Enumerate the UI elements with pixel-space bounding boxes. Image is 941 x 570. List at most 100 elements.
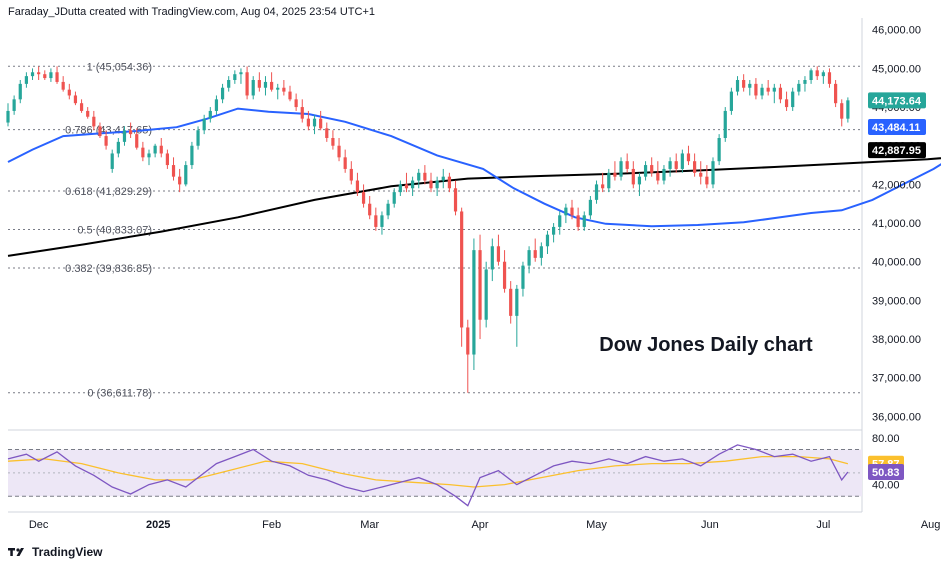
candle-body [208, 110, 212, 119]
candle-52 [325, 122, 329, 142]
price-badge-0: 44,173.64 [868, 92, 926, 109]
candle-118 [729, 87, 733, 115]
candle-body [263, 81, 268, 88]
candle-body [502, 261, 507, 289]
candle-body [122, 130, 127, 142]
candle-body [840, 103, 844, 119]
candle-body [711, 161, 715, 185]
candle-body [178, 176, 182, 185]
candle-16 [104, 130, 108, 150]
candle-body [312, 118, 317, 127]
candle-body [509, 288, 513, 316]
candle-body [846, 100, 850, 119]
candle-body [184, 165, 188, 185]
candle-body [815, 70, 819, 77]
candle-body [214, 99, 219, 111]
price-badge-1-text: 43,484.11 [872, 122, 920, 134]
candle-body [171, 165, 176, 177]
price-badge-2-bg [868, 142, 926, 159]
candle-0 [6, 103, 10, 127]
candle-body [680, 153, 684, 169]
candle-body [361, 192, 366, 204]
candle-20 [129, 122, 133, 138]
candle-13 [86, 107, 90, 119]
candle-93 [576, 207, 580, 231]
candle-78 [484, 261, 488, 328]
candle-22 [141, 141, 145, 162]
candle-75 [466, 319, 470, 393]
candle-107 [662, 165, 666, 185]
candle-97 [601, 172, 605, 193]
candle-body [411, 180, 415, 189]
candle-71 [441, 168, 445, 189]
candle-127 [784, 91, 789, 111]
candle-56 [349, 161, 353, 185]
rsi-panel: 80.00 40.00 [7, 433, 900, 507]
tradingview-logo-icon [8, 548, 24, 556]
candle-body [190, 145, 194, 166]
candle-body [515, 288, 519, 316]
candle-67 [417, 168, 421, 189]
candle-6 [43, 70, 47, 80]
candle-body [239, 72, 243, 75]
candle-64 [398, 180, 402, 196]
candle-body [429, 180, 433, 189]
candle-134 [827, 68, 832, 88]
candle-24 [153, 143, 157, 158]
price-badge-0-text: 44,173.64 [872, 95, 922, 107]
candle-96 [594, 180, 599, 204]
candle-10 [67, 83, 71, 100]
candle-body [791, 91, 795, 108]
candle-body [30, 72, 35, 77]
candle-89 [552, 223, 556, 243]
candle-body [6, 110, 10, 123]
candle-117 [723, 107, 727, 142]
candle-body [441, 176, 445, 181]
candle-119 [735, 76, 740, 96]
candle-41 [257, 72, 261, 92]
candle-105 [650, 157, 654, 177]
candle-body [300, 107, 304, 119]
moving-averages [7, 107, 941, 257]
candle-18 [116, 138, 120, 158]
candle-body [821, 72, 825, 77]
candle-body [466, 327, 470, 355]
candle-body [380, 215, 384, 227]
candle-body [337, 145, 341, 158]
candle-37 [233, 70, 237, 84]
candle-7 [49, 68, 53, 82]
candle-8 [55, 66, 59, 84]
ma-fast-line [7, 107, 941, 228]
candle-126 [778, 83, 783, 104]
candle-body [159, 145, 163, 154]
candle-body [778, 87, 783, 100]
candle-43 [270, 72, 274, 92]
candle-55 [343, 149, 347, 173]
candle-body [404, 184, 409, 189]
candle-body [447, 176, 451, 189]
price-axis[interactable]: 46,000.0045,000.0044,000.0043,000.0042,0… [872, 25, 921, 424]
candle-body [601, 184, 605, 189]
time-axis[interactable]: Dec 2025 Feb Mar Apr May Jun Jul Aug [29, 519, 941, 531]
candle-46 [288, 85, 292, 102]
time-label-7: Jul [816, 519, 830, 531]
candle-110 [680, 149, 684, 173]
candle-body [245, 72, 249, 96]
candle-122 [754, 78, 758, 100]
candle-body [478, 250, 482, 320]
candle-body [104, 136, 108, 146]
candle-49 [306, 110, 310, 131]
time-label-5: May [586, 519, 607, 531]
candle-69 [429, 172, 433, 193]
candle-body [349, 168, 353, 181]
price-tick-6: 40,000.00 [872, 257, 921, 269]
candle-body [643, 165, 648, 177]
candle-32 [202, 114, 206, 135]
candle-88 [545, 230, 550, 254]
candle-84 [521, 261, 525, 297]
candle-body [227, 80, 231, 88]
price-tick-10: 36,000.00 [872, 411, 921, 423]
fib-label-5: 0 (36,611.78) [87, 388, 152, 400]
tradingview-footer[interactable]: TradingView [8, 545, 102, 559]
